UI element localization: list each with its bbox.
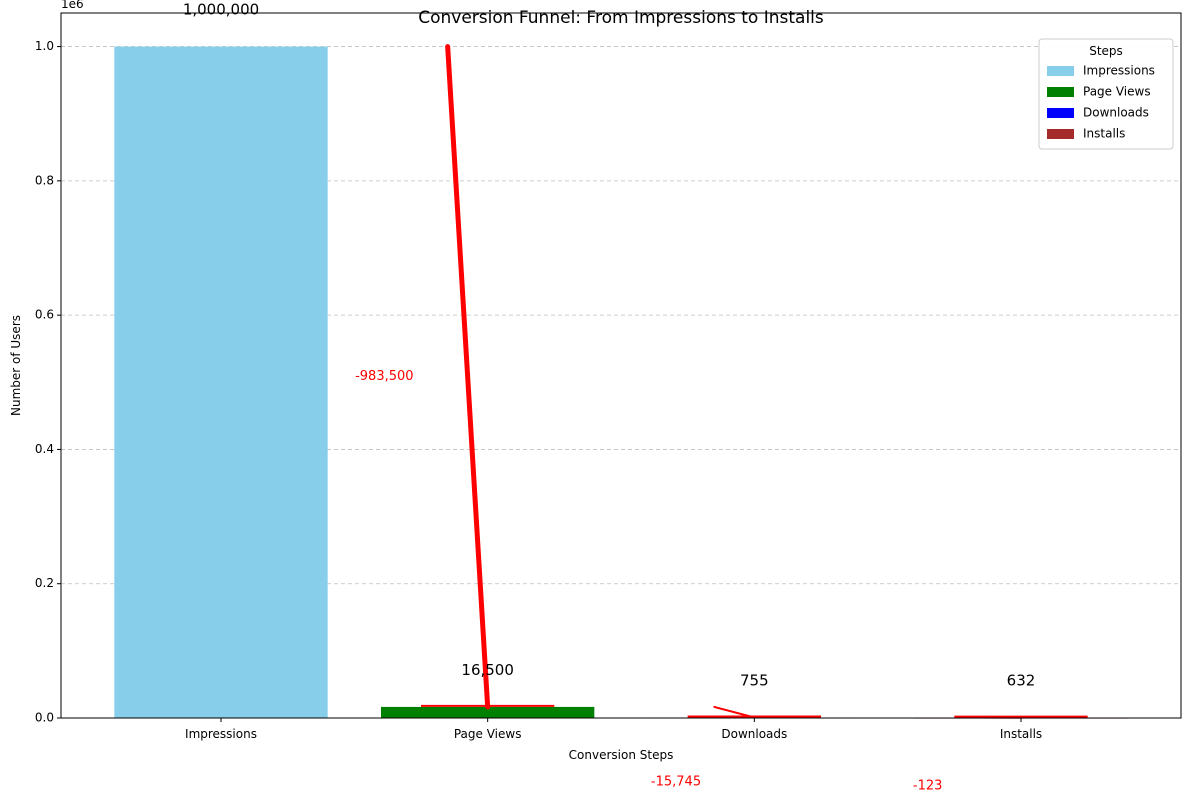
legend-swatch — [1047, 129, 1074, 139]
y-tick-label: 0.4 — [35, 442, 54, 456]
legend: Steps Impressions Page Views Downloads Insta… — [1039, 39, 1173, 149]
value-label: 755 — [740, 671, 769, 689]
y-tick-label: 0.6 — [35, 308, 54, 322]
x-tick-label: Installs — [1000, 727, 1042, 741]
drop-connectors — [421, 47, 1088, 718]
legend-title: Steps — [1089, 44, 1123, 58]
y-tick-label: 0.2 — [35, 576, 54, 590]
chart-title: Conversion Funnel: From Impressions to I… — [418, 8, 824, 28]
value-label: 632 — [1007, 672, 1036, 690]
legend-entry-label: Downloads — [1083, 106, 1149, 120]
y-axis-label: Number of Users — [9, 315, 23, 416]
value-label: 1,000,000 — [183, 1, 259, 19]
x-tick-label: Impressions — [185, 727, 257, 741]
drop-label: -123 — [913, 779, 943, 794]
bars — [114, 47, 1127, 719]
y-tick-label: 1.0 — [35, 39, 54, 53]
y-tick-label: 0.8 — [35, 173, 54, 187]
y-scale-label: 1e6 — [61, 0, 84, 11]
x-tick-label: Page Views — [454, 727, 522, 741]
value-label: 16,500 — [461, 661, 514, 679]
drop-label: -983,500 — [355, 369, 413, 384]
bar-impressions — [114, 47, 327, 718]
legend-entry-label: Impressions — [1083, 64, 1155, 78]
drop-label: -15,745 — [651, 775, 701, 790]
legend-swatch — [1047, 66, 1074, 76]
drop-connector-line — [448, 47, 488, 707]
legend-entry-label: Page Views — [1083, 85, 1151, 99]
legend-swatch — [1047, 87, 1074, 97]
legend-swatch — [1047, 108, 1074, 118]
y-tick-label: 0.0 — [35, 711, 54, 725]
x-axis-label: Conversion Steps — [569, 748, 674, 762]
legend-entry-label: Installs — [1083, 127, 1125, 141]
x-tick-label: Downloads — [721, 727, 787, 741]
